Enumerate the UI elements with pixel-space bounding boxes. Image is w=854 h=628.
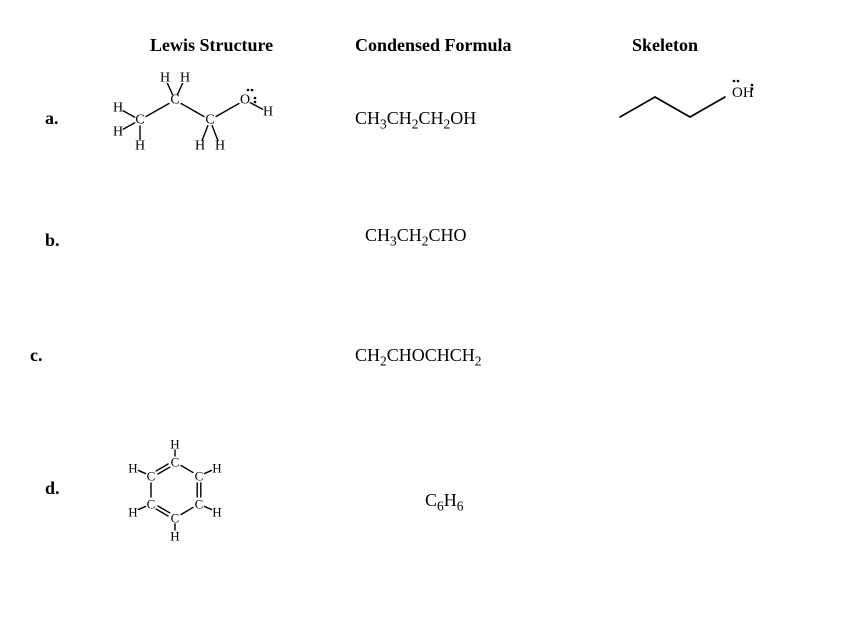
svg-text:C: C	[205, 113, 214, 128]
svg-text:H: H	[128, 461, 137, 476]
svg-text:C: C	[171, 511, 180, 526]
lewis-d: CCCCCCHHHHHH	[115, 430, 235, 550]
svg-text:H: H	[160, 71, 170, 86]
svg-text:H: H	[180, 71, 190, 86]
page: Lewis Structure Condensed Formula Skelet…	[0, 0, 854, 628]
header-skeleton: Skeleton	[632, 35, 698, 56]
svg-text:C: C	[195, 497, 204, 512]
svg-text:H: H	[215, 139, 225, 154]
svg-text:H: H	[113, 125, 123, 140]
svg-text:H: H	[135, 139, 145, 154]
header-lewis: Lewis Structure	[150, 35, 273, 56]
svg-text:H: H	[170, 437, 179, 452]
svg-text:C: C	[135, 113, 144, 128]
lewis-a: CCCOHHHHHHHH	[100, 60, 290, 165]
svg-text:H: H	[212, 505, 221, 520]
svg-text:H: H	[113, 101, 123, 116]
svg-text:H: H	[212, 461, 221, 476]
svg-text:OH: OH	[732, 85, 754, 101]
svg-text:C: C	[195, 469, 204, 484]
row-c-label: c.	[30, 345, 43, 366]
svg-text:C: C	[171, 455, 180, 470]
svg-text:C: C	[147, 497, 156, 512]
svg-text:H: H	[170, 529, 179, 544]
skeleton-a: OH	[610, 75, 780, 135]
svg-text:O: O	[240, 93, 250, 108]
condensed-c: CH2CHOCHCH2	[355, 345, 482, 370]
svg-text:C: C	[147, 469, 156, 484]
row-a-label: a.	[45, 108, 59, 129]
condensed-b: CH3CH2CHO	[365, 225, 467, 250]
svg-text:H: H	[128, 505, 137, 520]
row-d-label: d.	[45, 478, 60, 499]
svg-text:H: H	[195, 139, 205, 154]
condensed-d: C6H6	[425, 490, 464, 515]
svg-text:H: H	[263, 105, 273, 120]
svg-text:C: C	[170, 93, 179, 108]
condensed-a: CH3CH2CH2OH	[355, 108, 476, 133]
header-condensed: Condensed Formula	[355, 35, 512, 56]
row-b-label: b.	[45, 230, 60, 251]
